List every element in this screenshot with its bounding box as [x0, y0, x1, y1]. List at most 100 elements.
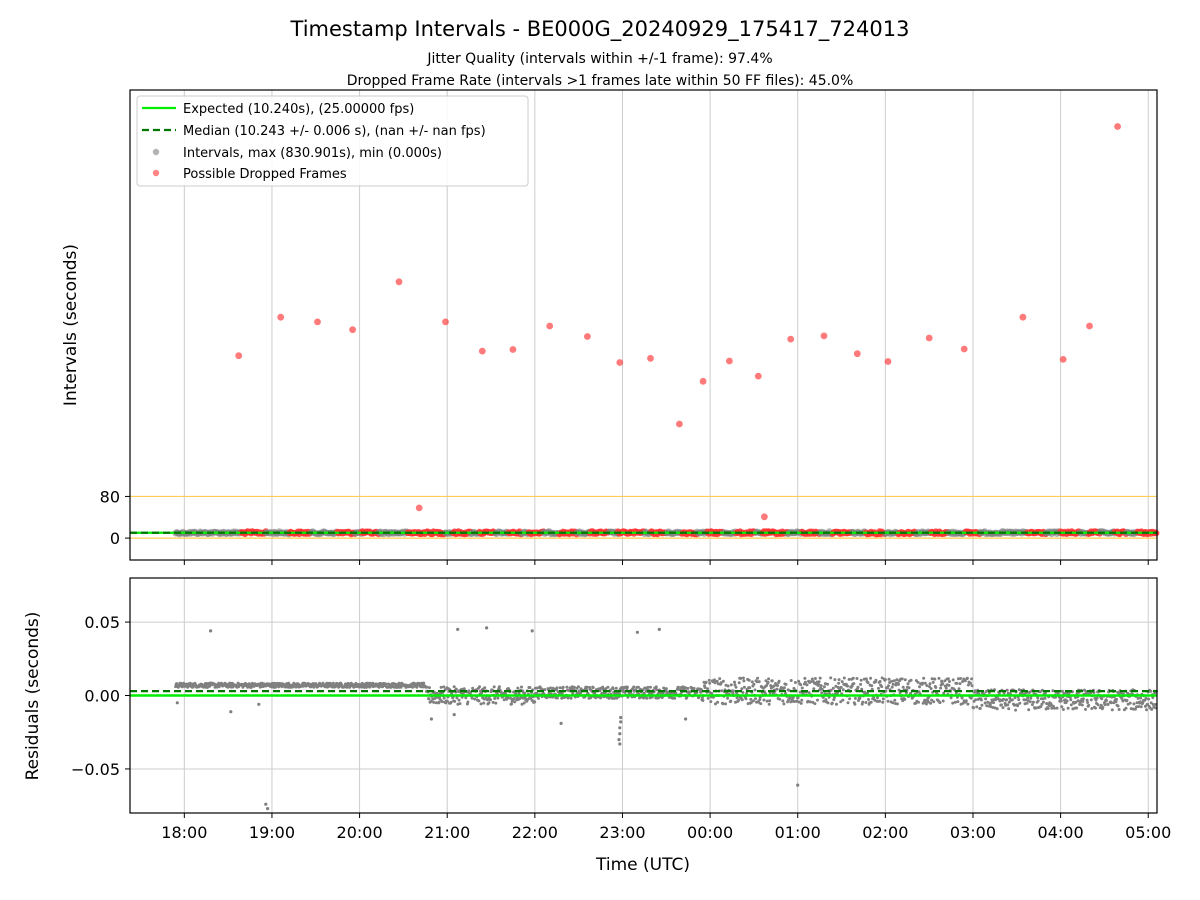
residual-outlier — [618, 742, 622, 746]
legend-expected-label: Expected (10.240s), (25.00000 fps) — [183, 102, 414, 117]
residual-point — [655, 688, 659, 692]
dropped-frame-outlier — [277, 313, 285, 321]
residual-point — [837, 681, 841, 685]
residual-point — [930, 698, 934, 702]
residual-point — [941, 699, 945, 703]
residual-point — [497, 685, 501, 689]
residual-point — [793, 681, 797, 684]
residual-point — [796, 696, 800, 700]
residual-point — [964, 699, 968, 703]
dropped-frame-outlier — [1019, 313, 1027, 321]
residual-point — [958, 682, 962, 686]
residual-point — [606, 685, 610, 689]
residual-point — [734, 685, 738, 689]
residual-point — [988, 702, 992, 706]
dropped-frame-outlier — [314, 318, 321, 326]
residual-point — [442, 696, 446, 700]
residual-point — [654, 685, 658, 689]
residual-point — [591, 686, 595, 690]
residual-point — [477, 699, 481, 703]
residual-point — [1101, 706, 1105, 709]
residual-point — [522, 701, 526, 705]
residual-point — [715, 679, 719, 683]
residual-point — [836, 691, 839, 695]
residual-point — [979, 698, 983, 702]
residual-point — [646, 685, 650, 689]
residual-point — [893, 698, 897, 702]
residual-point — [1151, 703, 1155, 706]
residual-point — [807, 691, 811, 695]
residual-point — [427, 697, 431, 701]
residual-point — [941, 682, 945, 686]
residual-point — [742, 679, 746, 683]
residual-point — [345, 685, 349, 689]
residual-point — [737, 698, 741, 702]
residual-point — [887, 684, 890, 688]
residual-point — [953, 700, 957, 704]
residual-point — [960, 696, 964, 700]
residual-point — [1069, 703, 1073, 707]
residual-point — [1116, 704, 1120, 708]
residual-point — [848, 697, 852, 701]
residual-point — [869, 676, 873, 680]
residual-point — [782, 686, 786, 690]
residual-point — [859, 678, 863, 682]
residual-point — [847, 677, 851, 681]
residual-point — [664, 687, 668, 691]
dropped-frame-outlier — [726, 357, 733, 365]
residual-point — [939, 686, 943, 690]
residual-point — [1050, 706, 1054, 710]
dropped-frame-outlier — [699, 377, 707, 385]
residual-point — [852, 682, 856, 686]
residual-point — [520, 702, 524, 706]
residual-point — [726, 684, 730, 688]
residual-point — [1109, 701, 1113, 705]
residual-point — [440, 700, 444, 704]
residual-point — [768, 699, 772, 703]
residual-point — [949, 696, 953, 700]
residual-point — [1100, 697, 1104, 701]
residual-point — [909, 691, 913, 695]
residual-point — [751, 699, 755, 703]
residual-point — [975, 705, 979, 709]
residual-point — [731, 689, 735, 693]
residual-point — [625, 685, 629, 689]
residual-point — [579, 691, 583, 695]
residual-point — [1138, 700, 1142, 704]
residual-point — [974, 698, 978, 702]
residual-point — [957, 687, 961, 691]
residual-point — [598, 689, 602, 693]
residual-point — [800, 698, 804, 702]
residual-outlier — [429, 717, 433, 721]
residual-point — [866, 681, 870, 685]
residual-point — [753, 688, 757, 692]
residual-point — [1036, 699, 1040, 703]
residual-point — [822, 699, 826, 703]
residual-point — [895, 678, 899, 682]
residual-point — [861, 700, 865, 704]
residual-point — [739, 676, 743, 680]
residual-point — [457, 698, 461, 702]
residual-point — [837, 678, 841, 682]
residual-point — [537, 696, 540, 700]
residual-point — [716, 700, 720, 704]
residual-point — [415, 685, 419, 689]
residual-point — [1043, 696, 1047, 700]
residual-point — [829, 688, 833, 692]
residual-point — [853, 696, 857, 700]
residual-outlier — [617, 738, 621, 742]
residual-point — [740, 687, 744, 691]
residual-point — [692, 686, 696, 690]
residual-point — [471, 686, 475, 690]
dropped-frame-outlier — [395, 278, 403, 286]
residual-point — [1139, 696, 1143, 700]
residual-point — [512, 697, 516, 700]
residual-point — [483, 686, 487, 690]
residual-point — [946, 677, 950, 681]
residual-point — [965, 676, 969, 680]
residual-point — [1089, 698, 1093, 702]
dropped-frame-outlier — [754, 372, 762, 380]
residual-point — [642, 691, 646, 695]
residual-point — [399, 685, 403, 689]
residual-point — [453, 699, 457, 703]
